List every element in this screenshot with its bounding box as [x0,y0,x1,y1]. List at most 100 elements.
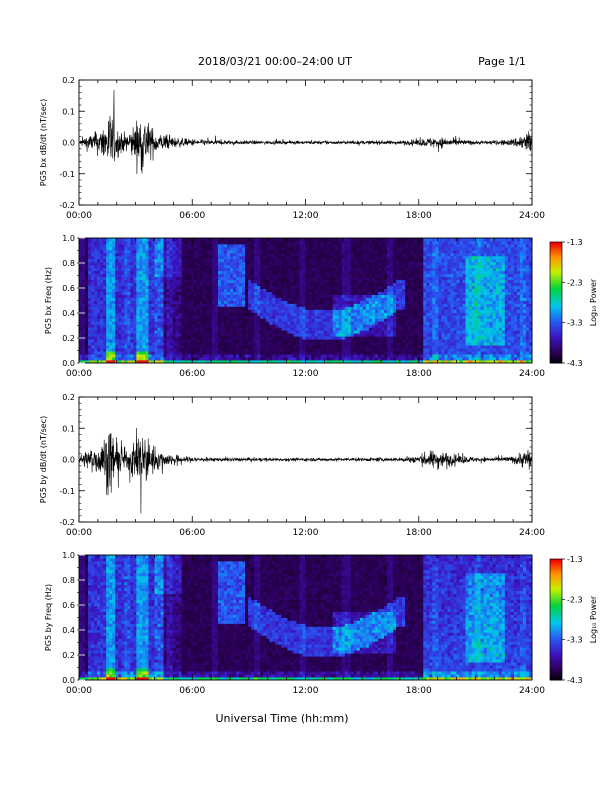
spectrogram-cell [338,282,343,287]
spectrogram-cell [127,321,131,325]
spectrogram-cell [205,238,210,242]
spectrogram-cell [151,354,155,358]
spectrogram-cell [205,282,210,287]
spectrogram-cell [115,351,119,355]
spectrogram-cell [217,261,222,266]
spectrogram-cell [136,345,140,349]
spectrogram-cell [287,348,291,352]
spectrogram-cell [390,240,394,245]
spectrogram-cell [393,333,397,337]
spectrogram-cell [396,336,400,340]
spectrogram-cell [374,336,379,340]
spectrogram-cell [245,282,249,287]
spectrogram-cell [284,330,288,334]
spectrogram-cell [350,258,355,263]
spectrogram-cell [287,246,291,251]
spectrogram-cell [305,351,309,355]
spectrogram-cell [118,315,122,319]
spectrogram-cell [230,321,234,325]
spectrogram-cell [127,255,131,260]
spectrogram-cell [408,336,412,340]
spectrogram-cell [287,267,291,272]
spectrogram-cell [91,273,95,278]
spectrogram-cell [251,318,255,322]
spectrogram-cell [178,339,183,343]
spectrogram-cell [160,306,164,310]
spectrogram-cell [374,249,379,254]
spectrogram-cell [220,348,225,352]
spectrogram-cell [308,345,312,349]
spectrogram-cell [94,255,98,260]
spectrogram-cell [190,312,195,316]
spectrogram-cell [384,267,388,272]
spectrogram-cell [106,300,110,304]
spectrogram-cell [332,255,337,260]
spectrogram-cell [127,261,131,266]
spectrogram-cell [127,324,131,328]
spectrogram-cell [323,339,328,343]
spectrogram-cell [408,270,412,275]
spectrogram-cell [214,351,219,355]
spectrogram-cell [329,264,334,269]
spectrogram-cell [115,327,119,331]
spectrogram-cell [205,258,210,263]
spectrogram-cell [169,333,174,337]
spectrogram-cell [88,267,92,272]
spectrogram-cell [314,294,318,298]
spectrogram-cell [266,288,270,292]
spectrogram-cell [196,273,201,278]
spectrogram-cell [396,240,400,245]
spectrogram-cell [353,321,358,325]
spectrogram-cell [211,339,216,343]
spectrogram-cell [371,357,376,361]
spectrogram-cell [163,255,167,260]
spectrogram-cell [335,270,340,275]
spectrogram-cell [148,315,152,319]
spectrogram-cell [94,324,98,328]
spectrogram-cell [133,258,137,263]
spectrogram-cell [100,282,104,287]
spectrogram-cell [260,348,264,352]
spectrogram-cell [350,261,355,266]
spectrogram-cell [326,318,331,322]
spectrogram-cell [202,303,207,307]
spectrogram-cell [296,306,300,310]
spectrogram-cell [408,264,412,269]
spectrogram-cell [82,238,86,242]
spectrogram-cell [329,339,334,343]
spectrogram-cell [275,276,279,281]
spectrogram-cell [175,342,180,346]
spectrogram-cell [217,279,222,284]
spectrogram-cell [127,264,131,269]
spectrogram-cell [85,351,89,355]
spectrogram-cell [254,255,258,260]
spectrogram-cell [326,243,331,248]
spectrogram-cell [251,336,255,340]
spectrogram-cell [302,297,306,301]
spectrogram-cell [148,252,152,257]
y-tick-label: -0.1 [59,170,75,179]
spectrogram-cell [329,291,334,295]
spectrogram-cell [106,252,110,257]
spectrogram-cell [139,339,143,343]
spectrogram-cell [236,348,240,352]
spectrogram-cell [118,297,122,301]
spectrogram-cell [145,258,149,263]
spectrogram-cell [163,273,167,278]
spectrogram-cell [217,294,222,298]
spectrogram-cell [387,303,391,307]
spectrogram-cell [266,351,270,355]
spectrogram-cell [245,336,249,340]
spectrogram-cell [317,258,321,263]
spectrogram-cell [293,258,297,263]
spectrogram-cell [88,264,92,269]
spectrogram-cell [91,351,95,355]
spectrogram-cell [356,330,361,334]
spectrogram-cell [106,333,110,337]
spectrogram-cell [269,249,273,254]
spectrogram-cell [341,321,346,325]
spectrogram-cell [124,306,128,310]
spectrogram-cell [175,261,180,266]
spectrogram-cell [145,267,149,272]
spectrogram-cell [88,312,92,316]
